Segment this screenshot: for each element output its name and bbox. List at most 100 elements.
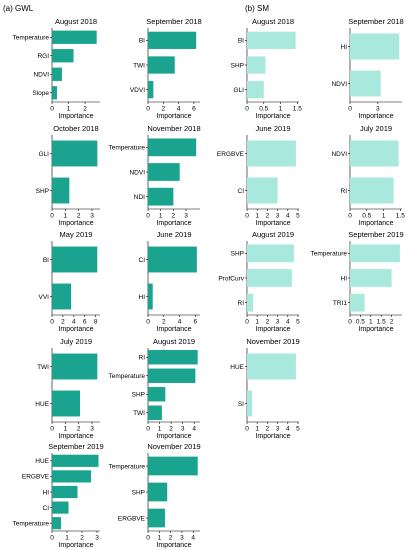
chart-panel-gwl-nov-2019: November 2019 Temperature SHP ERGBVE 0 1 2 3 4Im… bbox=[109, 442, 201, 549]
bar-hi bbox=[350, 33, 400, 60]
category-label: SHP bbox=[132, 489, 145, 496]
x-axis-label: Importance bbox=[58, 113, 93, 120]
x-axis-label: Importance bbox=[358, 326, 393, 333]
bar-temperature bbox=[52, 30, 97, 44]
x-tick-label: 1 bbox=[369, 319, 373, 326]
x-axis-label: Importance bbox=[255, 326, 290, 333]
category-label: GLI bbox=[39, 151, 50, 158]
category-label: CI bbox=[43, 505, 50, 512]
bar-temperature bbox=[350, 244, 400, 263]
bar-vvi bbox=[52, 283, 72, 310]
bar-gli bbox=[247, 81, 264, 99]
x-tick-label: 6 bbox=[193, 319, 197, 326]
x-tick-label: 1 bbox=[158, 426, 162, 433]
x-tick-label: 1.5 bbox=[293, 106, 302, 113]
x-tick-label: 0 bbox=[146, 319, 150, 326]
category-label: NDVI bbox=[33, 72, 49, 79]
x-axis-label: Importance bbox=[358, 220, 393, 227]
x-axis-label: Importance bbox=[255, 113, 290, 120]
category-label: BI bbox=[238, 38, 244, 45]
category-label: VVI bbox=[39, 294, 50, 301]
bar-temperature bbox=[148, 138, 197, 157]
x-tick-label: 2 bbox=[162, 319, 166, 326]
x-tick-label: 3 bbox=[276, 319, 280, 326]
bar-ergbve bbox=[148, 508, 165, 528]
x-tick-label: 2 bbox=[266, 319, 270, 326]
x-tick-label: 0 bbox=[50, 535, 54, 542]
bar-hi bbox=[52, 485, 78, 499]
bar-twi bbox=[148, 56, 175, 74]
chart-panel-sm-nov-2019: November 2019 HUE SI 0 1 2 3 4 5 Importance bbox=[230, 337, 300, 440]
x-tick-label: 2 bbox=[77, 213, 81, 220]
chart-title: August 2018 bbox=[55, 17, 97, 26]
x-tick-label: 3 bbox=[276, 213, 280, 220]
bar-twi bbox=[148, 405, 162, 420]
x-tick-label: 0 bbox=[146, 535, 150, 542]
x-tick-label: 4 bbox=[191, 535, 195, 542]
x-tick-label: 0 bbox=[50, 106, 54, 113]
bar-ndvi bbox=[148, 163, 180, 181]
bar-shp bbox=[247, 244, 294, 263]
x-tick-label: 4 bbox=[286, 213, 290, 220]
category-label: HI bbox=[341, 44, 348, 51]
bar-ergbve bbox=[247, 140, 296, 167]
category-label: Temperature bbox=[109, 373, 146, 380]
x-tick-label: 4 bbox=[178, 319, 182, 326]
bar-ci bbox=[52, 501, 69, 514]
x-tick-label: 0 bbox=[348, 106, 352, 113]
x-tick-label: 1 bbox=[65, 535, 69, 542]
x-tick-label: 4 bbox=[192, 426, 196, 433]
bar-ci bbox=[247, 177, 278, 204]
x-tick-label: 1.5 bbox=[396, 213, 405, 220]
bar-bi bbox=[148, 31, 197, 49]
x-tick-label: 2 bbox=[80, 535, 84, 542]
x-tick-label: 0 bbox=[50, 426, 54, 433]
x-tick-label: 1 bbox=[64, 426, 68, 433]
chart-title: November 2019 bbox=[246, 337, 299, 346]
x-tick-label: 2 bbox=[77, 426, 81, 433]
chart-title: October 2018 bbox=[53, 124, 98, 133]
x-tick-label: 1.5 bbox=[377, 319, 386, 326]
bar-profcurv bbox=[247, 269, 292, 287]
x-tick-label: 2 bbox=[169, 426, 173, 433]
category-label: CI bbox=[238, 188, 245, 195]
category-label: SHP bbox=[231, 62, 244, 69]
bar-hi bbox=[148, 283, 153, 310]
chart-panel-gwl-aug-2018: August 2018 Temperature RGI NDVI Slope 0 1 2Imp… bbox=[13, 17, 100, 120]
x-tick-label: 0 bbox=[50, 213, 54, 220]
chart-title: September 2019 bbox=[48, 442, 103, 451]
x-tick-label: 1 bbox=[382, 213, 386, 220]
category-label: Temperature bbox=[13, 521, 50, 528]
x-tick-label: 1 bbox=[159, 213, 163, 220]
category-label: HUE bbox=[230, 364, 244, 371]
category-label: Temperature bbox=[13, 35, 50, 42]
bar-shp bbox=[247, 56, 266, 74]
x-tick-label: 5 bbox=[296, 426, 300, 433]
x-tick-label: 2 bbox=[61, 319, 65, 326]
bar-ndi bbox=[148, 187, 174, 206]
x-tick-label: 0 bbox=[50, 319, 54, 326]
x-tick-label: 0.5 bbox=[356, 319, 365, 326]
x-tick-label: 2 bbox=[266, 213, 270, 220]
x-tick-label: 4 bbox=[286, 319, 290, 326]
x-tick-label: 2 bbox=[169, 535, 173, 542]
category-label: BI bbox=[43, 257, 49, 264]
bar-twi bbox=[52, 353, 98, 380]
x-tick-label: 4 bbox=[286, 426, 290, 433]
x-axis-label: Importance bbox=[156, 433, 191, 440]
bar-slope bbox=[52, 86, 57, 100]
category-label: TWI bbox=[133, 62, 145, 69]
x-tick-label: 0 bbox=[348, 319, 352, 326]
category-label: HI bbox=[341, 275, 348, 282]
x-tick-label: 2 bbox=[390, 319, 394, 326]
x-axis-label: Importance bbox=[156, 113, 191, 120]
bar-vdvi bbox=[148, 81, 154, 99]
x-axis-label: Importance bbox=[58, 326, 93, 333]
category-label: HI bbox=[139, 294, 146, 301]
chart-title: November 2019 bbox=[147, 442, 200, 451]
category-label: HI bbox=[43, 489, 50, 496]
